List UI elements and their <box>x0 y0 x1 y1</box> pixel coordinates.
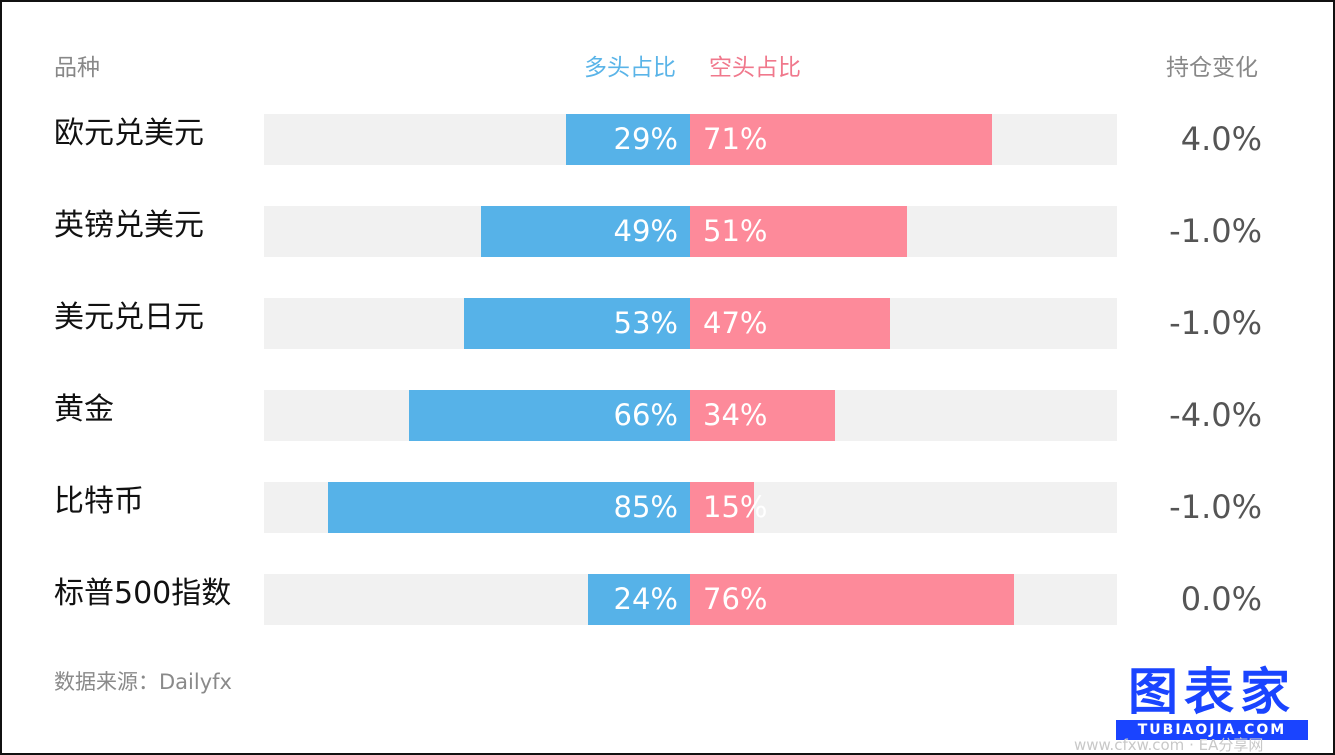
category-label: 黄金 <box>54 392 114 427</box>
short-ratio-header: 空头占比 <box>709 55 801 81</box>
short-ratio-label: 76% <box>703 582 768 616</box>
data-source-note: 数据来源：Dailyfx <box>54 670 232 694</box>
chart-row: 欧元兑美元 29% 71% 4.0% <box>2 112 1333 165</box>
category-label: 标普500指数 <box>54 576 232 611</box>
category-label: 英镑兑美元 <box>54 208 204 243</box>
short-ratio-label: 15% <box>703 490 768 524</box>
short-ratio-bar <box>690 482 754 533</box>
long-ratio-bar <box>481 206 690 257</box>
long-ratio-bar <box>587 574 690 625</box>
category-label: 美元兑日元 <box>54 300 204 335</box>
watermark-subtitle: TUBIAOJIA.COM <box>1116 720 1308 740</box>
chart-row: 英镑兑美元 49% 51% -1.0% <box>2 204 1333 257</box>
short-ratio-bar <box>690 298 891 349</box>
position-change-value: -1.0% <box>1169 488 1262 526</box>
position-change-value: -1.0% <box>1169 304 1262 342</box>
long-ratio-label: 49% <box>613 214 678 248</box>
position-change-value: -4.0% <box>1169 396 1262 434</box>
long-ratio-label: 85% <box>613 490 678 524</box>
short-ratio-bar <box>690 206 908 257</box>
watermark-logo: 图表家 <box>1128 663 1296 721</box>
long-ratio-bar <box>566 114 690 165</box>
short-ratio-bar <box>690 574 1014 625</box>
chart-row: 美元兑日元 53% 47% -1.0% <box>2 296 1333 349</box>
long-ratio-label: 66% <box>613 398 678 432</box>
position-change-value: 4.0% <box>1180 120 1262 158</box>
position-change-value: -1.0% <box>1169 212 1262 250</box>
short-ratio-bar <box>690 390 835 441</box>
long-ratio-bar <box>327 482 690 533</box>
category-header: 品种 <box>54 55 100 81</box>
long-ratio-label: 24% <box>613 582 678 616</box>
long-ratio-header: 多头占比 <box>584 55 676 81</box>
long-ratio-label: 29% <box>613 122 678 156</box>
short-ratio-label: 47% <box>703 306 768 340</box>
long-ratio-bar <box>464 298 690 349</box>
chart-row: 黄金 66% 34% -4.0% <box>2 388 1333 441</box>
category-label: 欧元兑美元 <box>54 116 204 151</box>
position-change-value: 0.0% <box>1180 580 1262 618</box>
short-ratio-bar <box>690 114 993 165</box>
position-change-header: 持仓变化 <box>1166 55 1258 81</box>
category-label: 比特币 <box>54 484 144 519</box>
chart-row: 比特币 85% 15% -1.0% <box>2 480 1333 533</box>
chart-row: 标普500指数 24% 76% 0.0% <box>2 572 1333 625</box>
watermark-site: www.cfxw.com · EA分享网 <box>1074 736 1264 754</box>
short-ratio-label: 34% <box>703 398 768 432</box>
short-ratio-label: 51% <box>703 214 768 248</box>
long-ratio-bar <box>408 390 690 441</box>
long-ratio-label: 53% <box>613 306 678 340</box>
short-ratio-label: 71% <box>703 122 768 156</box>
